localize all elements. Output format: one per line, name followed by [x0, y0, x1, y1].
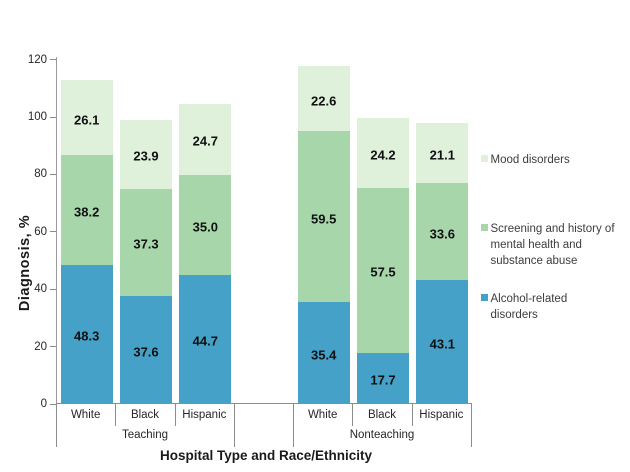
group-separator [471, 403, 472, 447]
value-label: 43.1 [429, 336, 455, 352]
y-tick-mark [50, 231, 56, 233]
bar-segment [357, 118, 409, 188]
bar-segment [120, 295, 172, 404]
category-label: White [70, 409, 101, 421]
value-label: 38.2 [74, 204, 100, 220]
legend-swatch-icon [481, 294, 488, 301]
bar-segment [416, 122, 469, 184]
value-label: 21.1 [429, 147, 455, 163]
bar-segment [60, 80, 113, 156]
bar-segment [60, 264, 113, 404]
value-label: 44.7 [192, 333, 218, 349]
legend-label-line: mental health and [490, 239, 582, 251]
category-label: Hispanic [419, 409, 464, 421]
y-tick-mark [50, 116, 56, 118]
value-label: 22.6 [311, 93, 337, 109]
x-axis-title: Hospital Type and Race/Ethnicity [159, 448, 373, 463]
bar-segment [416, 183, 469, 280]
legend-swatch-icon [481, 155, 488, 162]
y-tick-label: 0 [40, 398, 47, 410]
group-separator [234, 403, 235, 447]
bar-segment [179, 174, 232, 276]
value-label: 24.2 [370, 147, 396, 163]
category-separator [352, 403, 354, 426]
category-label: Black [367, 409, 397, 421]
y-tick-label: 40 [34, 283, 47, 296]
y-tick-mark [50, 59, 56, 61]
bar-segment [179, 103, 232, 175]
y-tick-label: 60 [34, 225, 47, 238]
legend-label: Alcohol-related disorders [491, 291, 568, 323]
y-tick-label: 120 [27, 53, 47, 66]
bar-segment [297, 301, 350, 404]
y-tick-label: 80 [34, 168, 47, 181]
legend-label-line: Mood disorders [490, 154, 570, 166]
bar-segment [297, 131, 350, 302]
group-separator [56, 403, 57, 447]
value-label: 57.5 [370, 264, 396, 280]
y-axis-line [56, 57, 57, 404]
value-label: 24.7 [192, 133, 218, 149]
category-label: Black [130, 409, 160, 421]
category-separator [174, 403, 176, 426]
legend-item: Screening and history of mental health an… [481, 221, 626, 269]
value-label: 33.6 [429, 226, 455, 242]
legend-label: Screening and history of mental health an… [491, 221, 615, 269]
y-tick-mark [50, 403, 56, 405]
y-tick-label: 100 [27, 111, 47, 123]
legend-label-line: Alcohol-related [490, 293, 568, 305]
value-label: 59.5 [311, 211, 337, 227]
bar-segment [120, 188, 172, 296]
value-label: 17.7 [370, 372, 396, 388]
value-label: 35.0 [192, 219, 218, 235]
y-tick-mark [50, 346, 56, 348]
category-label: White [307, 409, 338, 421]
legend-label: Mood disorders [491, 152, 570, 168]
value-label: 35.4 [311, 347, 337, 363]
bar-segment [357, 187, 409, 353]
bar-segment [60, 155, 113, 265]
bar-segment [297, 66, 350, 132]
group-label: Teaching [121, 429, 169, 441]
legend-swatch-icon [481, 224, 488, 231]
legend-label-line: disorders [490, 309, 538, 321]
axis-baseline [56, 403, 471, 404]
bar-segment [416, 279, 469, 404]
bar-segment [357, 352, 409, 404]
value-label: 48.3 [74, 328, 100, 344]
value-label: 37.6 [133, 344, 159, 360]
group-label: Nonteaching [349, 429, 415, 441]
y-tick-mark [50, 288, 56, 290]
legend-label-line: substance abuse [490, 255, 578, 267]
y-tick-mark [50, 173, 56, 175]
category-separator [115, 403, 117, 426]
bar-segment [179, 275, 232, 404]
value-label: 26.1 [74, 112, 100, 128]
group-separator [293, 403, 294, 447]
bar-segment [120, 119, 172, 189]
value-label: 23.9 [133, 148, 159, 164]
category-separator [411, 403, 413, 426]
legend-label-line: Screening and history of [490, 223, 615, 235]
y-tick-label: 20 [34, 340, 47, 353]
legend-item: Mood disorders [481, 152, 626, 168]
value-label: 37.3 [133, 236, 159, 252]
category-label: Hispanic [182, 409, 227, 421]
legend-item: Alcohol-related disorders [481, 291, 626, 323]
